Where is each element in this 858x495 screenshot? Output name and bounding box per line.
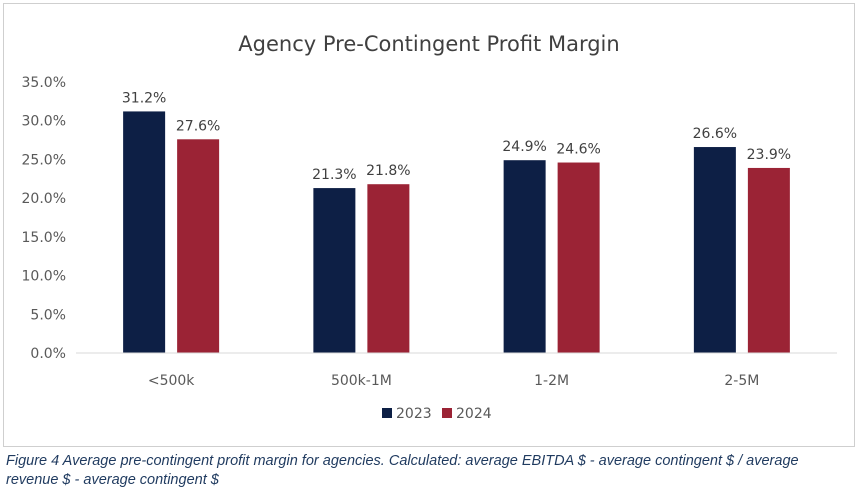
category-labels: <500k 500k-1M 1-2M 2-5M	[148, 373, 760, 389]
legend-item-2023: 2023	[382, 406, 432, 422]
legend-label: 2023	[396, 406, 432, 422]
y-tick-label: 25.0%	[22, 152, 66, 168]
bar-2023-1	[313, 188, 356, 353]
data-label: 21.8%	[366, 163, 410, 179]
y-tick-label: 35.0%	[22, 75, 66, 91]
category-label: 2-5M	[724, 373, 759, 389]
bar-2023-0	[123, 111, 166, 354]
chart-title: Agency Pre-Contingent Profit Margin	[238, 32, 619, 56]
legend-swatch	[382, 408, 392, 418]
legend: 2023 2024	[382, 406, 492, 422]
y-tick-label: 15.0%	[22, 230, 66, 246]
y-tick-label: 0.0%	[30, 346, 66, 362]
data-label: 24.9%	[502, 139, 546, 155]
data-label: 24.6%	[556, 142, 600, 158]
category-label: 500k-1M	[331, 373, 392, 389]
bar-2024-3	[747, 167, 790, 353]
data-label: 31.2%	[122, 90, 166, 106]
y-tick-label: 10.0%	[22, 269, 66, 285]
y-tick-label: 30.0%	[22, 114, 66, 130]
legend-swatch	[442, 408, 452, 418]
category-label: <500k	[148, 373, 195, 389]
data-labels: 31.2% 27.6% 21.3% 21.8% 24.9% 24.6% 26.6% 23.9%	[122, 90, 791, 183]
legend-item-2024: 2024	[442, 406, 492, 422]
data-label: 21.3%	[312, 167, 356, 183]
data-label: 27.6%	[176, 118, 220, 134]
y-tick-label: 20.0%	[22, 191, 66, 207]
bar-2023-3	[693, 147, 736, 353]
data-label: 26.6%	[693, 126, 737, 142]
chart-frame: Agency Pre-Contingent Profit Margin 0.0%…	[3, 3, 855, 447]
bar-2024-1	[367, 184, 410, 353]
legend-label: 2024	[456, 406, 492, 422]
y-tick-label: 5.0%	[30, 307, 66, 323]
category-label: 1-2M	[534, 373, 569, 389]
bar-2024-0	[177, 139, 220, 353]
bar-2024-2	[557, 162, 600, 353]
data-label: 23.9%	[747, 147, 791, 163]
bar-chart: Agency Pre-Contingent Profit Margin 0.0%…	[22, 32, 837, 422]
y-axis: 0.0% 5.0% 10.0% 15.0% 20.0% 25.0% 30.0% 35.0%	[22, 75, 66, 362]
bar-2023-2	[503, 160, 546, 353]
figure-caption: Figure 4 Average pre-contingent profit m…	[6, 453, 799, 488]
bars	[123, 111, 790, 354]
